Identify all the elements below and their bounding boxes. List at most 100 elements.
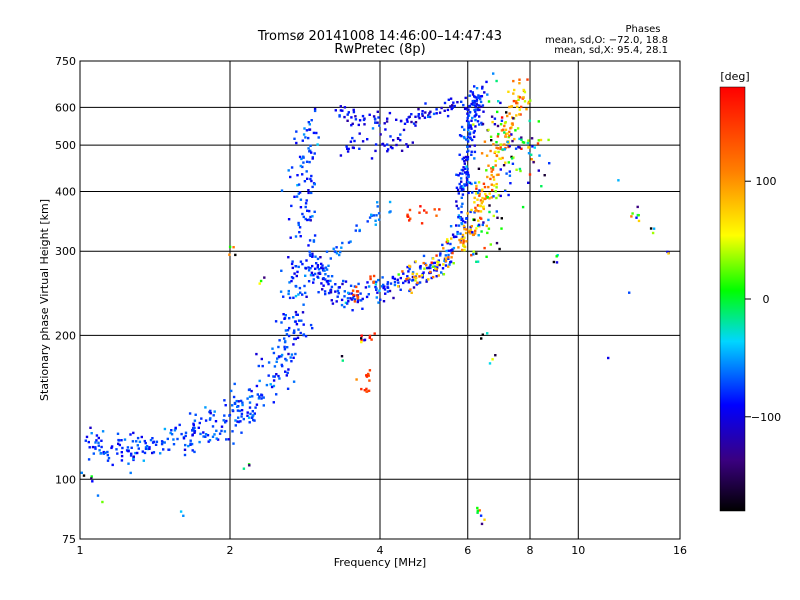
data-point (346, 119, 349, 122)
data-point (475, 192, 478, 195)
data-point (367, 285, 371, 288)
data-point (295, 323, 299, 326)
data-point (481, 196, 484, 200)
data-point (386, 283, 389, 286)
data-point (440, 271, 443, 274)
data-point (635, 216, 638, 219)
data-point (314, 255, 317, 258)
data-point (477, 210, 480, 213)
data-point (405, 278, 408, 281)
data-point (247, 388, 251, 392)
data-point (514, 147, 518, 150)
data-point (400, 119, 403, 123)
data-point (522, 96, 525, 99)
data-point (183, 448, 187, 451)
data-point (332, 247, 335, 250)
data-point (287, 352, 290, 356)
data-point (487, 128, 490, 132)
data-point (287, 289, 290, 293)
data-point (471, 116, 474, 120)
data-point (233, 382, 236, 386)
data-point (116, 432, 120, 435)
data-point (286, 387, 290, 390)
data-point (367, 293, 370, 296)
data-point (478, 123, 481, 126)
data-point (446, 240, 450, 243)
data-point (536, 142, 540, 145)
data-point (280, 321, 283, 324)
data-point (287, 256, 290, 259)
data-point (473, 232, 477, 235)
data-point (466, 145, 469, 149)
data-point (408, 208, 412, 212)
data-point (170, 433, 174, 436)
data-point (433, 265, 436, 268)
data-point (304, 217, 307, 221)
data-point (376, 121, 379, 124)
data-point (289, 175, 292, 179)
data-point (539, 138, 543, 142)
data-point (347, 111, 350, 114)
data-point (327, 282, 330, 286)
data-point (421, 276, 424, 279)
data-point (300, 319, 303, 322)
data-point (91, 445, 95, 449)
data-point (473, 211, 476, 214)
data-point (393, 280, 397, 284)
data-point (409, 217, 412, 220)
data-point (496, 216, 499, 219)
data-point (436, 266, 439, 269)
data-point (284, 340, 287, 343)
data-point (306, 177, 309, 180)
data-point (480, 202, 483, 205)
data-point (280, 189, 284, 192)
data-point (375, 296, 378, 299)
data-point (391, 146, 394, 150)
data-point (457, 224, 461, 227)
data-point (107, 456, 111, 460)
data-point (192, 422, 195, 425)
data-point (152, 451, 156, 454)
data-point (425, 264, 428, 267)
data-point (454, 235, 457, 238)
data-point (339, 154, 343, 157)
data-point (368, 334, 372, 338)
data-point (475, 184, 478, 188)
data-point (100, 445, 103, 449)
data-point (411, 278, 415, 282)
data-point (355, 285, 358, 289)
data-point (337, 292, 340, 295)
data-point (87, 440, 90, 444)
data-point (480, 522, 484, 526)
data-point (491, 188, 494, 192)
data-point (418, 275, 421, 278)
data-point (457, 174, 460, 177)
data-point (286, 346, 289, 349)
data-point (530, 137, 534, 140)
data-point (282, 295, 285, 298)
data-point (275, 373, 278, 376)
data-point (462, 186, 465, 189)
data-point (516, 105, 519, 108)
data-point (324, 278, 327, 281)
data-point (184, 443, 187, 447)
data-point (135, 440, 138, 443)
data-point (232, 442, 235, 445)
data-point (163, 427, 167, 431)
data-point (436, 263, 439, 267)
data-point (261, 364, 264, 368)
data-point (369, 277, 372, 281)
x-tick-label: 4 (377, 544, 384, 557)
data-point (649, 227, 653, 230)
data-point (338, 253, 341, 257)
data-point (101, 430, 105, 433)
x-tick-label: 2 (227, 544, 234, 557)
data-point (518, 137, 521, 141)
data-point (349, 140, 353, 143)
data-point (448, 263, 451, 266)
data-point (484, 197, 487, 200)
data-point (144, 441, 147, 445)
data-point (500, 129, 504, 132)
data-point (414, 276, 418, 279)
data-point (417, 115, 420, 118)
